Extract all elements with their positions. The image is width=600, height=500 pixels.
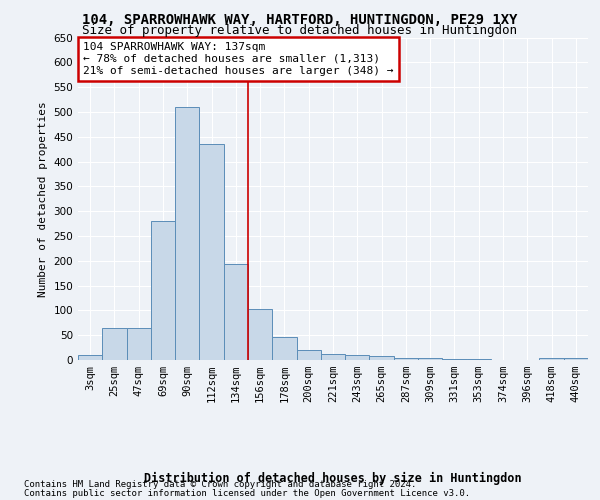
Bar	[296, 350, 321, 360]
Bar	[418, 358, 442, 360]
X-axis label: Distribution of detached houses by size in Huntingdon: Distribution of detached houses by size …	[144, 472, 522, 485]
Bar	[199, 144, 224, 360]
Bar	[321, 354, 345, 360]
Text: 104 SPARROWHAWK WAY: 137sqm
← 78% of detached houses are smaller (1,313)
21% of : 104 SPARROWHAWK WAY: 137sqm ← 78% of det…	[83, 42, 394, 76]
Bar	[272, 336, 296, 360]
Bar	[539, 358, 564, 360]
Bar	[224, 264, 248, 360]
Bar	[467, 359, 491, 360]
Bar	[345, 355, 370, 360]
Bar	[370, 356, 394, 360]
Text: Size of property relative to detached houses in Huntingdon: Size of property relative to detached ho…	[83, 24, 517, 37]
Bar	[78, 355, 102, 360]
Bar	[102, 328, 127, 360]
Bar	[248, 309, 272, 360]
Bar	[394, 358, 418, 360]
Y-axis label: Number of detached properties: Number of detached properties	[38, 101, 48, 296]
Bar	[442, 358, 467, 360]
Text: Contains public sector information licensed under the Open Government Licence v3: Contains public sector information licen…	[24, 488, 470, 498]
Bar	[564, 358, 588, 360]
Text: 104, SPARROWHAWK WAY, HARTFORD, HUNTINGDON, PE29 1XY: 104, SPARROWHAWK WAY, HARTFORD, HUNTINGD…	[82, 12, 518, 26]
Bar	[151, 221, 175, 360]
Bar	[127, 328, 151, 360]
Bar	[175, 107, 199, 360]
Text: Contains HM Land Registry data © Crown copyright and database right 2024.: Contains HM Land Registry data © Crown c…	[24, 480, 416, 489]
